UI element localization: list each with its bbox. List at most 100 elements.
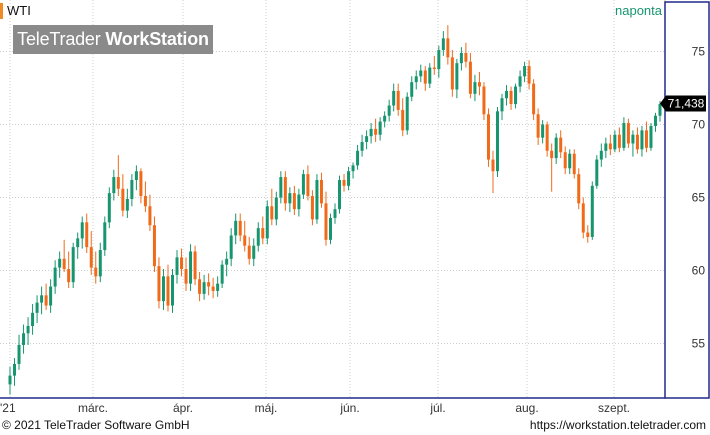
candle-body xyxy=(369,128,373,137)
candle-body xyxy=(410,82,414,97)
brand-bold: WorkStation xyxy=(105,29,209,49)
candle-body xyxy=(509,90,513,105)
y-tick-label: 55 xyxy=(692,337,706,351)
candle-body xyxy=(401,109,405,131)
candle-body xyxy=(581,203,585,233)
y-axis: 55 60 65 70 75 xyxy=(692,45,706,351)
candle-body xyxy=(563,152,567,169)
candle-body xyxy=(252,245,256,259)
candle-body xyxy=(423,70,427,84)
candle-body xyxy=(184,269,188,284)
candle-body xyxy=(405,96,409,131)
x-tick-label: máj. xyxy=(255,401,278,415)
candle-body xyxy=(631,134,635,144)
candle-body xyxy=(360,142,364,151)
candle-body xyxy=(80,222,84,239)
candle-body xyxy=(225,258,229,265)
candle-body xyxy=(428,67,432,84)
x-tick-label: szept. xyxy=(598,401,630,415)
candle-body xyxy=(608,143,612,150)
candle-body xyxy=(26,325,30,334)
candle-body xyxy=(644,130,648,148)
last-price-badge xyxy=(660,95,706,112)
period-label: naponta xyxy=(615,3,662,18)
candle-body xyxy=(613,134,617,150)
candle-body xyxy=(139,171,143,197)
candle-body xyxy=(568,153,572,169)
candle-body xyxy=(143,196,147,207)
candle-body xyxy=(347,171,351,186)
candle-body xyxy=(207,282,211,287)
candle-body xyxy=(500,98,504,112)
candle-body xyxy=(76,238,80,248)
candle-body xyxy=(107,193,111,223)
candle-body xyxy=(590,185,594,237)
x-tick-label: jún. xyxy=(339,401,359,415)
candle-body xyxy=(310,196,314,220)
candle-body xyxy=(234,220,238,236)
candle-body xyxy=(53,267,57,287)
candle-body xyxy=(523,66,527,77)
candle-body xyxy=(166,276,170,306)
candle-body xyxy=(333,209,337,218)
candle-body xyxy=(71,247,75,283)
candle-body xyxy=(374,128,378,135)
candle-body xyxy=(98,250,102,277)
grid-lines xyxy=(0,0,665,398)
y-tick-label: 60 xyxy=(692,264,706,278)
y-tick-label: 75 xyxy=(692,45,706,59)
footer-url: https://workstation.teletrader.com xyxy=(529,418,706,432)
candles xyxy=(8,25,662,395)
candle-body xyxy=(527,66,531,84)
candle-body xyxy=(279,177,283,198)
x-tick-label: júl. xyxy=(429,401,445,415)
candle-body xyxy=(437,50,441,70)
candle-body xyxy=(396,90,400,110)
candle-body xyxy=(274,197,278,220)
candle-body xyxy=(31,312,35,326)
candle-body xyxy=(130,179,134,199)
candle-body xyxy=(22,333,26,345)
candle-body xyxy=(635,134,639,150)
candle-body xyxy=(171,274,174,306)
candle-body xyxy=(193,251,197,280)
candle-body xyxy=(157,266,161,302)
candle-body xyxy=(514,86,518,105)
candle-body xyxy=(622,123,626,148)
candle-body xyxy=(328,217,332,240)
candle-body xyxy=(446,38,450,58)
candle-body xyxy=(595,159,599,186)
footer-copyright: © 2021 TeleTrader Software GmbH xyxy=(2,418,190,432)
candle-body xyxy=(518,76,522,87)
candle-body xyxy=(356,150,360,166)
candle-body xyxy=(365,136,369,143)
candle-body xyxy=(62,258,66,270)
candle-body xyxy=(532,83,536,115)
candle-body xyxy=(103,222,107,251)
candle-body xyxy=(577,174,581,204)
candle-body xyxy=(89,247,93,268)
candle-body xyxy=(473,82,477,94)
candle-body xyxy=(324,203,328,240)
candle-body xyxy=(586,232,590,237)
candle-body xyxy=(468,61,472,94)
candle-body xyxy=(604,143,608,151)
candle-body xyxy=(550,150,554,159)
candle-body xyxy=(658,104,662,116)
candle-body xyxy=(482,86,486,115)
candle-body xyxy=(387,105,391,116)
candle-body xyxy=(216,283,220,291)
candle-body xyxy=(536,114,540,138)
candle-body xyxy=(202,282,206,294)
candle-body xyxy=(477,82,481,87)
x-tick-label: '21 xyxy=(0,401,16,415)
candle-body xyxy=(283,177,287,204)
x-tick-label: márc. xyxy=(78,401,108,415)
candle-body xyxy=(148,206,152,226)
candle-body xyxy=(297,194,301,210)
candle-body xyxy=(455,63,459,90)
candle-body xyxy=(464,52,468,62)
candle-body xyxy=(392,90,396,106)
candle-body xyxy=(161,276,165,302)
